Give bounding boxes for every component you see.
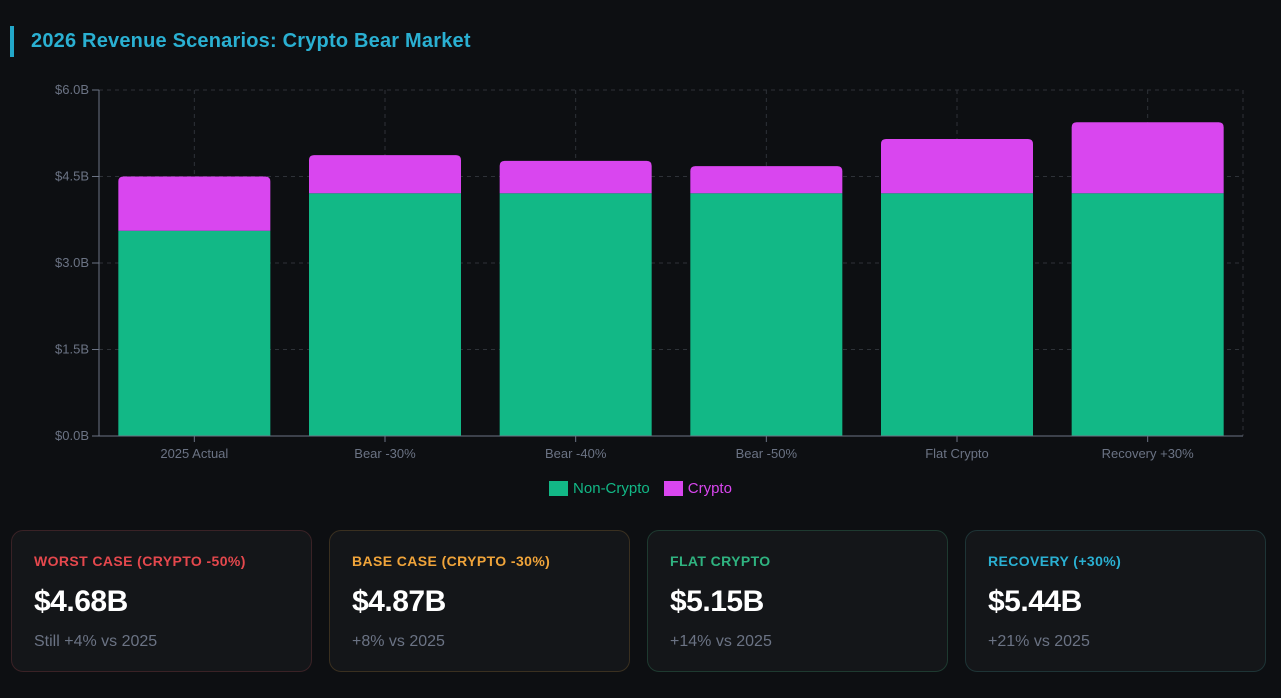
card-label: RECOVERY (+30%) xyxy=(988,553,1122,569)
x-tick-label: 2025 Actual xyxy=(160,446,228,461)
y-tick-label: $1.5B xyxy=(55,342,89,357)
card-subtext: +8% vs 2025 xyxy=(352,633,445,650)
card-subtext: Still +4% vs 2025 xyxy=(34,633,158,650)
legend-label-non-crypto: Non-Crypto xyxy=(573,480,650,497)
scenario-cards: WORST CASE (CRYPTO -50%) $4.68B Still +4… xyxy=(11,530,1266,672)
bar-crypto xyxy=(118,176,271,231)
card-worst-case: WORST CASE (CRYPTO -50%) $4.68B Still +4… xyxy=(11,530,312,672)
bar-non-crypto xyxy=(690,193,843,436)
legend-item-crypto[interactable]: Crypto xyxy=(663,480,732,497)
card-value: $4.68B xyxy=(34,585,128,618)
bar-non-crypto xyxy=(1071,193,1224,436)
x-tick-label: Recovery +30% xyxy=(1102,446,1195,461)
card-flat-crypto: FLAT CRYPTO $5.15B +14% vs 2025 xyxy=(647,530,948,672)
legend-swatch-crypto xyxy=(663,481,683,496)
x-tick-label: Bear -40% xyxy=(545,446,607,461)
x-tick-label: Flat Crypto xyxy=(925,446,989,461)
y-tick-label: $6.0B xyxy=(55,82,89,97)
card-subtext: +21% vs 2025 xyxy=(988,633,1090,650)
bar-crypto xyxy=(309,155,461,194)
bar-non-crypto xyxy=(881,193,1033,436)
chart-legend: Non-Crypto Crypto xyxy=(0,480,1281,497)
y-tick-label: $4.5B xyxy=(55,169,89,184)
x-tick-label: Bear -30% xyxy=(354,446,416,461)
y-tick-label: $0.0B xyxy=(55,428,89,443)
y-tick-label: $3.0B xyxy=(55,255,89,270)
bar-crypto xyxy=(1071,122,1224,194)
card-value: $5.15B xyxy=(670,585,764,618)
bar-crypto xyxy=(499,160,652,194)
bar-non-crypto xyxy=(309,193,461,436)
card-value: $5.44B xyxy=(988,585,1082,618)
legend-swatch-non-crypto xyxy=(549,481,569,496)
bar-crypto xyxy=(881,139,1033,194)
card-label: FLAT CRYPTO xyxy=(670,553,771,569)
revenue-scenarios-chart: $0.0B $1.5B $3.0B $4.5B $6.0B 2025 Actual Bear… xyxy=(0,70,1281,510)
chart-svg: $0.0B $1.5B $3.0B $4.5B $6.0B 2025 Actual Bear… xyxy=(55,82,1244,461)
card-label: BASE CASE (CRYPTO -30%) xyxy=(352,553,551,569)
page-title: 2026 Revenue Scenarios: Crypto Bear Mark… xyxy=(31,29,471,52)
title-accent-bar xyxy=(10,25,14,57)
page-header: 2026 Revenue Scenarios: Crypto Bear Mark… xyxy=(10,25,471,57)
card-label: WORST CASE (CRYPTO -50%) xyxy=(34,553,246,569)
card-recovery: RECOVERY (+30%) $5.44B +21% vs 2025 xyxy=(965,530,1266,672)
bar-crypto xyxy=(690,166,843,194)
legend-label-crypto: Crypto xyxy=(687,480,732,497)
card-subtext: +14% vs 2025 xyxy=(670,633,772,650)
x-tick-label: Bear -50% xyxy=(736,446,798,461)
bar-non-crypto xyxy=(499,193,652,436)
bar-non-crypto xyxy=(118,230,271,436)
card-base-case: BASE CASE (CRYPTO -30%) $4.87B +8% vs 20… xyxy=(329,530,630,672)
legend-item-non-crypto[interactable]: Non-Crypto xyxy=(549,480,650,497)
card-value: $4.87B xyxy=(352,585,446,618)
